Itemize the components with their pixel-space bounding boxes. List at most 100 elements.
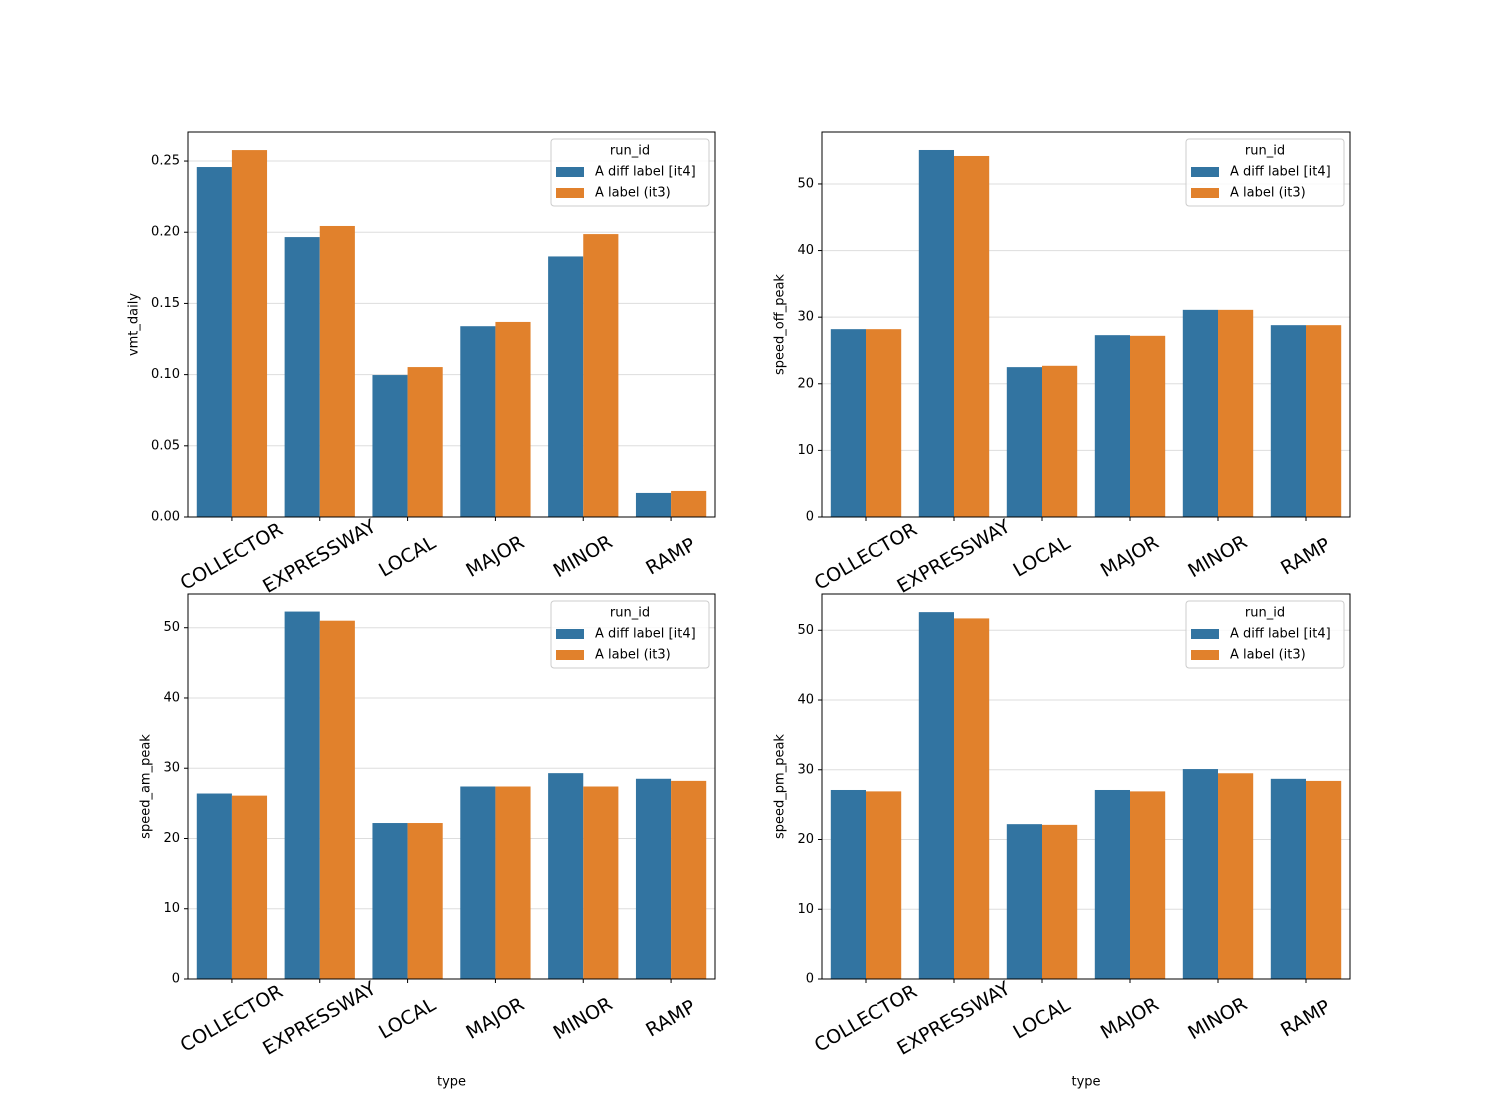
plot-frame (821, 593, 1351, 980)
legend: run_id A diff label [it4] A label (it3) (1185, 600, 1345, 669)
y-tick-label: 0 (806, 972, 814, 987)
legend: run_id A diff label [it4] A label (it3) (550, 138, 710, 207)
plot-frame (821, 131, 1351, 518)
x-tick-label: MAJOR (462, 993, 528, 1044)
legend-swatch (556, 650, 584, 660)
bar (1182, 309, 1218, 517)
bar (1306, 325, 1342, 517)
legend-label: A label (it3) (595, 186, 671, 201)
bar (918, 612, 954, 979)
y-tick-label: 50 (797, 623, 814, 638)
y-tick-label: 40 (797, 693, 814, 708)
bar (1006, 367, 1042, 517)
y-tick-label: 0.10 (151, 367, 180, 382)
legend-label: A label (it3) (1230, 186, 1306, 201)
y-tick-label: 0.20 (151, 225, 180, 240)
bar (1218, 773, 1254, 979)
bar (1130, 791, 1166, 979)
x-tick-label: RAMP (1277, 534, 1334, 580)
legend-frame (550, 600, 710, 669)
legend-frame (1185, 138, 1345, 207)
bar (1130, 335, 1166, 517)
y-tick-label: 10 (163, 901, 180, 916)
y-tick-label: 0.00 (151, 510, 180, 525)
y-tick-label: 10 (797, 902, 814, 917)
x-tick-label: MAJOR (462, 531, 528, 582)
x-tick-label: MINOR (1184, 531, 1251, 582)
bar (495, 786, 531, 979)
subplot: 0.000.050.100.150.200.25COLLECTOREXPRESS… (127, 131, 716, 598)
y-axis-label: speed_am_peak (139, 734, 154, 839)
plot-frame (187, 593, 716, 980)
x-tick-label: MINOR (1184, 993, 1251, 1044)
legend-label: A label (it3) (1230, 648, 1306, 663)
bar (407, 367, 443, 517)
bar (1094, 789, 1130, 979)
bar (1042, 365, 1078, 517)
y-tick-label: 40 (163, 690, 180, 705)
legend: run_id A diff label [it4] A label (it3) (1185, 138, 1345, 207)
x-tick-label: LOCAL (375, 993, 440, 1043)
legend-label: A diff label [it4] (595, 165, 696, 180)
legend-label: A diff label [it4] (1230, 627, 1331, 642)
bar (918, 149, 954, 517)
bar (231, 150, 268, 518)
x-tick-label: MAJOR (1097, 531, 1163, 582)
y-axis-label: vmt_daily (127, 293, 142, 356)
bar (548, 256, 584, 517)
bar (1270, 325, 1306, 517)
y-tick-label: 30 (163, 761, 180, 776)
legend-frame (1185, 600, 1345, 669)
plot-frame (187, 131, 716, 518)
y-tick-label: 20 (797, 832, 814, 847)
bar (830, 789, 866, 979)
x-tick-label: MINOR (550, 531, 617, 582)
y-tick-label: 0 (172, 972, 180, 987)
y-tick-label: 30 (797, 310, 814, 325)
bar (372, 375, 408, 517)
legend-swatch (556, 629, 584, 639)
y-tick-label: 0 (806, 510, 814, 525)
x-tick-label: RAMP (642, 996, 699, 1042)
y-axis-label: speed_pm_peak (773, 734, 788, 839)
bar (583, 786, 619, 979)
legend-swatch (1191, 650, 1219, 660)
bar (284, 237, 320, 517)
legend-title: run_id (610, 606, 650, 621)
bar (1218, 309, 1254, 517)
bar (460, 326, 496, 517)
bar (1042, 824, 1078, 979)
bar (1306, 780, 1342, 979)
bar (830, 329, 866, 517)
bar (954, 155, 990, 517)
bar (372, 823, 408, 979)
x-tick-label: RAMP (1277, 996, 1334, 1042)
legend-title: run_id (610, 144, 650, 159)
bar (1006, 824, 1042, 979)
x-tick-label: LOCAL (375, 531, 440, 581)
bar (495, 321, 531, 517)
legend-title: run_id (1245, 606, 1285, 621)
x-axis-label: type (437, 1075, 466, 1090)
bar (866, 791, 902, 979)
x-tick-label: RAMP (642, 534, 699, 580)
bar (635, 778, 672, 979)
y-axis-label: speed_off_peak (773, 274, 788, 375)
legend-swatch (1191, 167, 1219, 177)
bar (583, 234, 619, 517)
bar (1182, 769, 1218, 979)
bar (319, 225, 355, 517)
y-tick-label: 10 (797, 443, 814, 458)
bar (231, 795, 268, 979)
x-axis-label: type (1071, 1075, 1100, 1090)
x-tick-label: MINOR (550, 993, 617, 1044)
legend-swatch (556, 167, 584, 177)
legend-swatch (1191, 188, 1219, 198)
y-tick-label: 0.15 (151, 296, 180, 311)
legend-frame (550, 138, 710, 207)
bar (671, 490, 707, 517)
